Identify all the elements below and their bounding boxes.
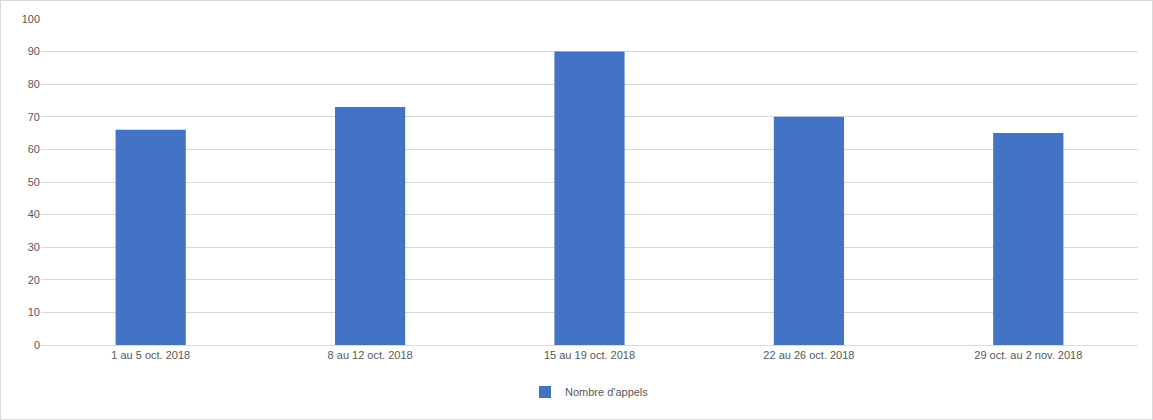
svg-text:29 oct. au 2 nov. 2018: 29 oct. au 2 nov. 2018 bbox=[974, 349, 1082, 361]
svg-text:40: 40 bbox=[28, 208, 40, 220]
svg-text:80: 80 bbox=[28, 78, 40, 90]
svg-text:70: 70 bbox=[28, 111, 40, 123]
svg-text:1 au 5 oct. 2018: 1 au 5 oct. 2018 bbox=[111, 349, 190, 361]
svg-text:50: 50 bbox=[28, 176, 40, 188]
svg-text:15 au 19 oct. 2018: 15 au 19 oct. 2018 bbox=[544, 349, 635, 361]
svg-text:90: 90 bbox=[28, 45, 40, 57]
svg-text:8 au 12 oct. 2018: 8 au 12 oct. 2018 bbox=[328, 349, 413, 361]
svg-text:22 au 26 oct. 2018: 22 au 26 oct. 2018 bbox=[763, 349, 854, 361]
svg-text:20: 20 bbox=[28, 274, 40, 286]
svg-text:Nombre d'appels: Nombre d'appels bbox=[565, 386, 648, 398]
svg-text:100: 100 bbox=[22, 13, 40, 25]
svg-text:60: 60 bbox=[28, 143, 40, 155]
svg-text:0: 0 bbox=[34, 339, 40, 351]
svg-text:30: 30 bbox=[28, 241, 40, 253]
svg-text:10: 10 bbox=[28, 306, 40, 318]
